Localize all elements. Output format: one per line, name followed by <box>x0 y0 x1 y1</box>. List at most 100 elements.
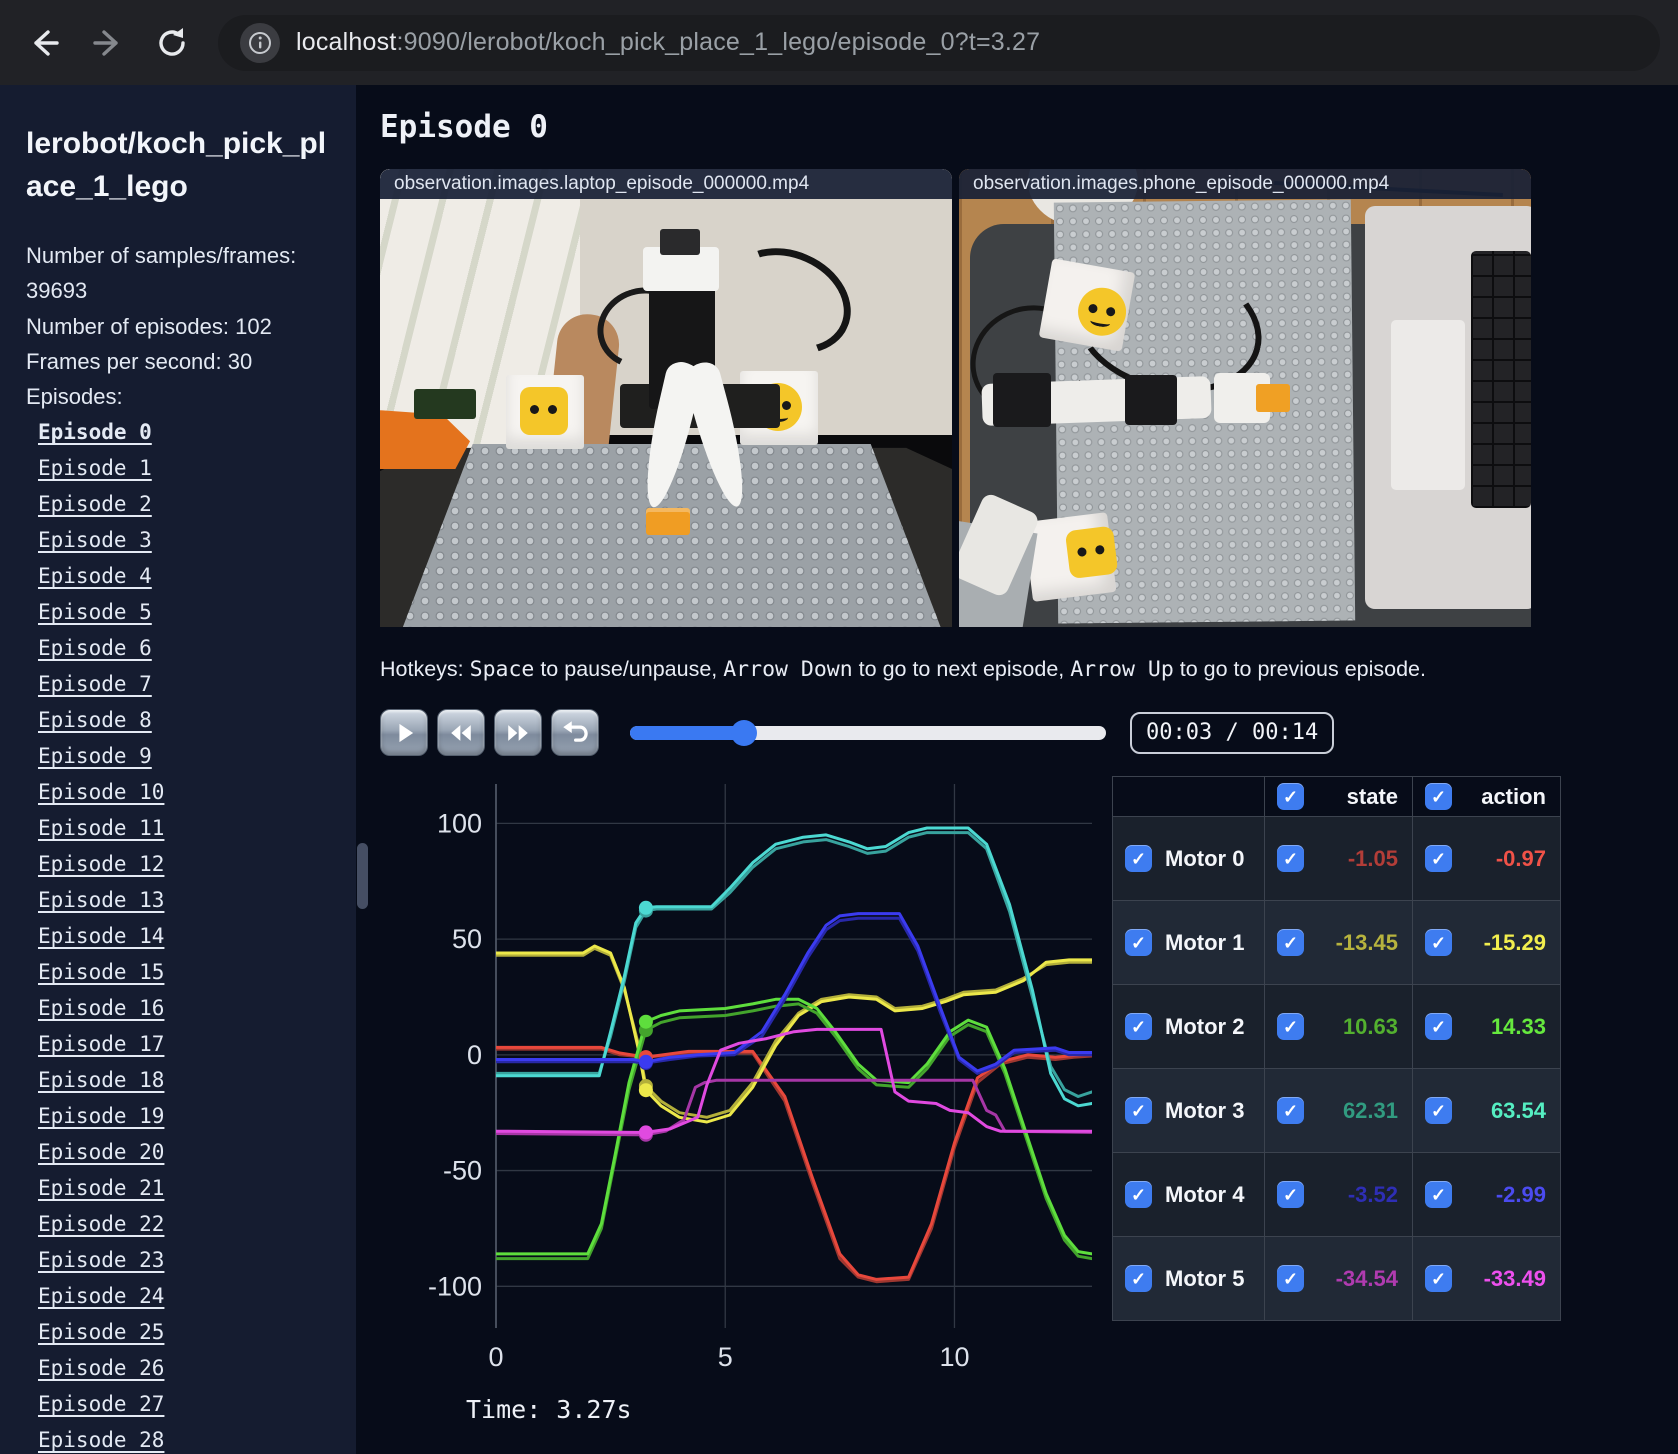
episode-list-item: Episode 27 <box>38 1392 334 1416</box>
panda-sticker <box>519 387 568 436</box>
url-path: :9090/lerobot/koch_pick_place_1_lego/epi… <box>396 28 1041 56</box>
episode-link[interactable]: Episode 6 <box>38 636 152 661</box>
sidebar: lerobot/koch_pick_place_1_lego Number of… <box>0 85 356 1454</box>
state-checkbox[interactable] <box>1277 929 1304 956</box>
episode-link[interactable]: Episode 2 <box>38 492 152 517</box>
episode-link[interactable]: Episode 25 <box>38 1320 165 1345</box>
episode-link[interactable]: Episode 10 <box>38 780 165 805</box>
hotkey-key: Arrow Up <box>1070 657 1174 682</box>
scrollbar-track[interactable] <box>356 85 370 1454</box>
episode-link[interactable]: Episode 27 <box>38 1392 165 1417</box>
motor-row: Motor 0 -1.05 -0.97 <box>1112 816 1561 901</box>
motor-row: Motor 2 10.63 14.33 <box>1112 984 1561 1069</box>
stat-episodes: Number of episodes: 102 <box>26 313 272 339</box>
seek-thumb[interactable] <box>731 719 758 746</box>
episode-link[interactable]: Episode 11 <box>38 816 165 841</box>
episode-link[interactable]: Episode 21 <box>38 1176 165 1201</box>
episode-link[interactable]: Episode 7 <box>38 672 152 697</box>
episode-list-item: Episode 10 <box>38 780 334 804</box>
episode-list-item: Episode 24 <box>38 1284 334 1308</box>
hotkey-key: Arrow Down <box>723 657 853 682</box>
episode-link[interactable]: Episode 9 <box>38 744 152 769</box>
play-button[interactable] <box>380 709 428 756</box>
back-icon[interactable] <box>26 25 62 61</box>
episode-link[interactable]: Episode 13 <box>38 888 165 913</box>
action-value: -33.49 <box>1483 1265 1546 1291</box>
episode-link[interactable]: Episode 14 <box>38 924 165 949</box>
episode-link[interactable]: Episode 17 <box>38 1032 165 1057</box>
episode-link[interactable]: Episode 1 <box>38 456 152 481</box>
hotkey-text: to go to next episode, <box>852 657 1071 681</box>
action-checkbox[interactable] <box>1425 1181 1452 1208</box>
action-checkbox[interactable] <box>1425 1097 1452 1124</box>
scrollbar-thumb[interactable] <box>357 843 368 909</box>
state-checkbox[interactable] <box>1277 1265 1304 1292</box>
site-info-icon[interactable] <box>240 22 280 63</box>
box-panda <box>505 375 584 450</box>
state-checkbox[interactable] <box>1277 1181 1304 1208</box>
episode-link[interactable]: Episode 18 <box>38 1068 165 1093</box>
episode-link[interactable]: Episode 0 <box>38 420 152 445</box>
episode-link[interactable]: Episode 16 <box>38 996 165 1021</box>
motor-checkbox[interactable] <box>1125 845 1152 872</box>
robot-servo <box>1124 375 1177 426</box>
rewind-button[interactable] <box>437 709 485 756</box>
reload-icon[interactable] <box>154 25 190 61</box>
episode-link[interactable]: Episode 26 <box>38 1356 165 1381</box>
box-hugging-face <box>1038 258 1136 352</box>
episode-link[interactable]: Episode 8 <box>38 708 152 733</box>
episode-link[interactable]: Episode 5 <box>38 600 152 625</box>
header-state-cell: state <box>1264 776 1413 817</box>
svg-text:10: 10 <box>939 1342 969 1372</box>
seek-slider[interactable] <box>630 719 1106 746</box>
laptop-keyboard <box>1470 251 1531 508</box>
motor-checkbox[interactable] <box>1125 1097 1152 1124</box>
action-value: -2.99 <box>1495 1181 1546 1207</box>
header-action-cell: action <box>1412 776 1561 817</box>
robot-camera <box>660 228 701 255</box>
action-checkbox[interactable] <box>1425 929 1452 956</box>
state-value: -1.05 <box>1347 845 1398 871</box>
action-checkbox[interactable] <box>1425 1265 1452 1292</box>
dataset-title: lerobot/koch_pick_place_1_lego <box>26 127 327 203</box>
episodes-label: Episodes: <box>26 383 123 409</box>
state-checkbox[interactable] <box>1277 1097 1304 1124</box>
episode-list-item: Episode 12 <box>38 852 334 876</box>
episode-link[interactable]: Episode 3 <box>38 528 152 553</box>
state-checkbox[interactable] <box>1277 845 1304 872</box>
episode-link[interactable]: Episode 4 <box>38 564 152 589</box>
video-laptop-title: observation.images.laptop_episode_000000… <box>380 169 952 199</box>
address-bar[interactable]: localhost:9090/lerobot/koch_pick_place_1… <box>218 14 1660 71</box>
video-phone[interactable]: observation.images.phone_episode_000000.… <box>959 169 1531 627</box>
episode-link[interactable]: Episode 23 <box>38 1248 165 1273</box>
hotkey-text: to go to previous episode. <box>1173 657 1426 681</box>
action-checkbox[interactable] <box>1425 845 1452 872</box>
episode-link[interactable]: Episode 12 <box>38 852 165 877</box>
motor-checkbox[interactable] <box>1125 1181 1152 1208</box>
video-laptop[interactable]: observation.images.laptop_episode_000000… <box>380 169 952 627</box>
time-display: 00:03 / 00:14 <box>1130 711 1335 754</box>
episode-list-item: Episode 19 <box>38 1104 334 1128</box>
loop-button[interactable] <box>551 709 599 756</box>
state-checkbox[interactable] <box>1277 1013 1304 1040</box>
episode-link[interactable]: Episode 20 <box>38 1140 165 1165</box>
episode-link[interactable]: Episode 19 <box>38 1104 165 1129</box>
motor-checkbox[interactable] <box>1125 1013 1152 1040</box>
episode-link[interactable]: Episode 22 <box>38 1212 165 1237</box>
box-panda <box>1023 512 1118 602</box>
player-controls: 00:03 / 00:14 <box>380 709 1678 756</box>
episode-list-item: Episode 6 <box>38 636 334 660</box>
forward-icon[interactable] <box>90 25 126 61</box>
fast-forward-button[interactable] <box>494 709 542 756</box>
motor-checkbox[interactable] <box>1125 929 1152 956</box>
episode-link[interactable]: Episode 24 <box>38 1284 165 1309</box>
action-column-checkbox[interactable] <box>1425 783 1452 810</box>
state-column-checkbox[interactable] <box>1277 783 1304 810</box>
action-value: -0.97 <box>1495 845 1546 871</box>
line-chart[interactable]: 100 50 0 -50 -100 0 5 10 <box>380 776 1104 1376</box>
episode-link[interactable]: Episode 28 <box>38 1428 165 1453</box>
action-checkbox[interactable] <box>1425 1013 1452 1040</box>
motor-checkbox[interactable] <box>1125 1265 1152 1292</box>
episode-link[interactable]: Episode 15 <box>38 960 165 985</box>
episode-list-item: Episode 7 <box>38 672 334 696</box>
